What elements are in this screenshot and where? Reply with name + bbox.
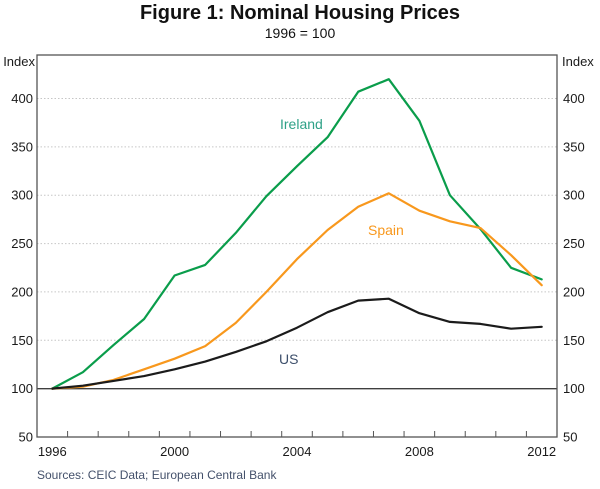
- series-label-ireland: Ireland: [280, 116, 323, 132]
- x-tick-label-2008: 2008: [405, 444, 434, 459]
- y-tick-label-right-300: 300: [563, 188, 585, 203]
- y-tick-label-left-300: 300: [11, 188, 33, 203]
- y-tick-label-left-150: 150: [11, 333, 33, 348]
- x-tick-label-1996: 1996: [38, 444, 67, 459]
- y-tick-label-left-400: 400: [11, 91, 33, 106]
- y-tick-label-left-200: 200: [11, 284, 33, 299]
- y-tick-label-right-150: 150: [563, 333, 585, 348]
- line-spain: [51, 192, 543, 390]
- y-tick-label-left-350: 350: [11, 139, 33, 154]
- chart-subtitle: 1996 = 100: [264, 25, 336, 41]
- x-tick-label-2012: 2012: [527, 444, 556, 459]
- y-tick-label-left-100: 100: [11, 381, 33, 396]
- y-tick-label-right-200: 200: [563, 284, 585, 299]
- line-us: [51, 297, 543, 390]
- sources-note: Sources: CEIC Data; European Central Ban…: [37, 468, 277, 482]
- y-axis-unit-right: Index: [562, 54, 594, 69]
- x-tick-label-2004: 2004: [283, 444, 312, 459]
- chart-title: Figure 1: Nominal Housing Prices: [139, 2, 461, 24]
- line-ireland: [51, 78, 543, 390]
- series-label-us: US: [279, 351, 299, 367]
- y-tick-label-right-400: 400: [563, 91, 585, 106]
- plot-border: [36, 54, 558, 438]
- series-label-spain: Spain: [368, 222, 404, 238]
- x-tick-label-2000: 2000: [160, 444, 189, 459]
- y-axis-unit-left: Index: [3, 54, 35, 69]
- y-tick-label-right-100: 100: [563, 381, 585, 396]
- y-tick-label-right-350: 350: [563, 139, 585, 154]
- y-tick-label-left-250: 250: [11, 236, 33, 251]
- y-tick-label-left-50: 50: [19, 430, 33, 445]
- y-tick-label-right-50: 50: [563, 430, 577, 445]
- y-tick-label-right-250: 250: [563, 236, 585, 251]
